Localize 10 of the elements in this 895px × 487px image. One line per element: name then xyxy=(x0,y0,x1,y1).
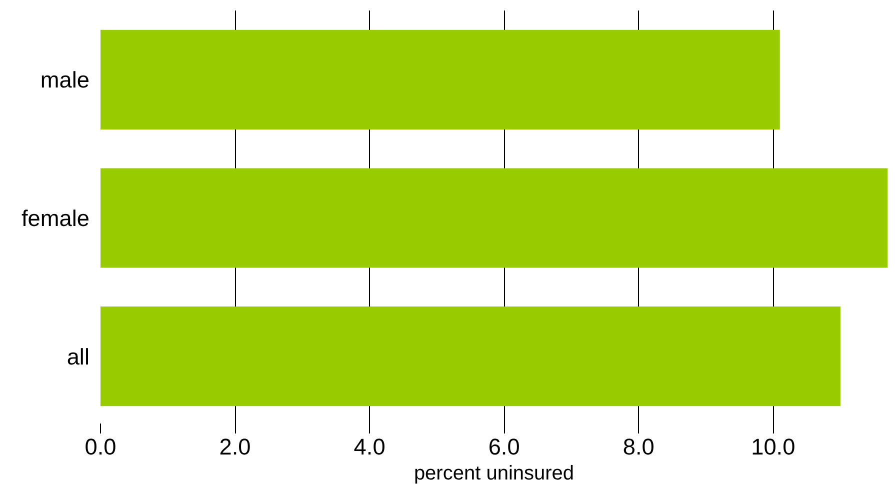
x-tick-label: 2.0 xyxy=(219,434,251,460)
x-tick-label: 6.0 xyxy=(488,434,520,460)
y-tick-label: female xyxy=(22,205,90,231)
x-tick-label: 4.0 xyxy=(354,434,386,460)
x-axis-title: percent uninsured xyxy=(414,462,574,484)
y-tick-label: all xyxy=(66,343,90,370)
x-tick-label: 8.0 xyxy=(622,434,654,460)
x-tick-label: 10.0 xyxy=(751,434,796,460)
x-tick-label: 0.0 xyxy=(84,434,116,460)
y-tick-label: male xyxy=(40,66,90,93)
